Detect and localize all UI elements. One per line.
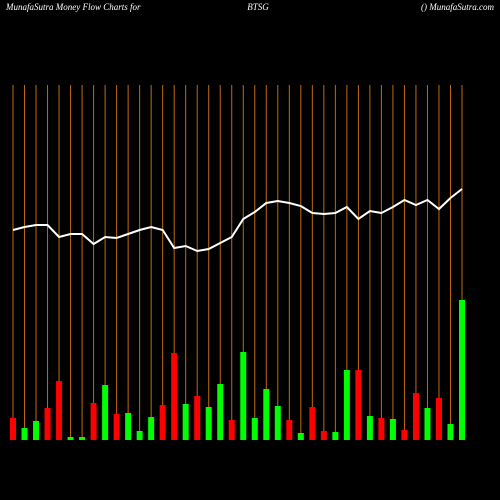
money-flow-line — [12, 188, 463, 253]
bar — [182, 404, 189, 440]
bar — [251, 418, 258, 440]
bar — [355, 370, 362, 440]
bar — [113, 414, 120, 440]
bar — [125, 413, 132, 440]
bar — [412, 393, 419, 440]
bar — [378, 418, 385, 440]
bar — [228, 420, 235, 440]
bar — [205, 407, 212, 440]
bar — [171, 353, 178, 440]
bar — [102, 385, 109, 440]
bar — [274, 406, 281, 440]
bar — [21, 428, 28, 440]
bar — [366, 416, 373, 440]
bar — [56, 381, 63, 440]
site: () MunafaSutra.com — [421, 2, 494, 12]
bar — [332, 432, 339, 440]
bar — [343, 370, 350, 440]
bar — [10, 418, 16, 440]
bar — [459, 300, 465, 440]
bar — [136, 431, 143, 440]
bar — [79, 437, 86, 440]
symbol: BTSG — [247, 2, 269, 12]
bar — [389, 419, 396, 440]
bar — [159, 405, 166, 440]
bar — [148, 417, 155, 440]
bar — [263, 389, 270, 440]
bar — [33, 421, 40, 440]
bar — [320, 431, 327, 440]
bar — [90, 403, 97, 440]
bar — [309, 407, 316, 440]
bar — [44, 408, 51, 440]
bar — [67, 437, 74, 440]
bar — [240, 352, 247, 440]
bar — [435, 398, 442, 440]
bar — [297, 433, 304, 440]
chart-title: MunafaSutra Money Flow Charts for — [5, 2, 141, 12]
bar — [424, 408, 431, 440]
bar — [194, 396, 201, 440]
bar — [286, 420, 293, 440]
bar — [447, 424, 454, 440]
bar — [217, 384, 224, 440]
bar — [401, 430, 408, 440]
